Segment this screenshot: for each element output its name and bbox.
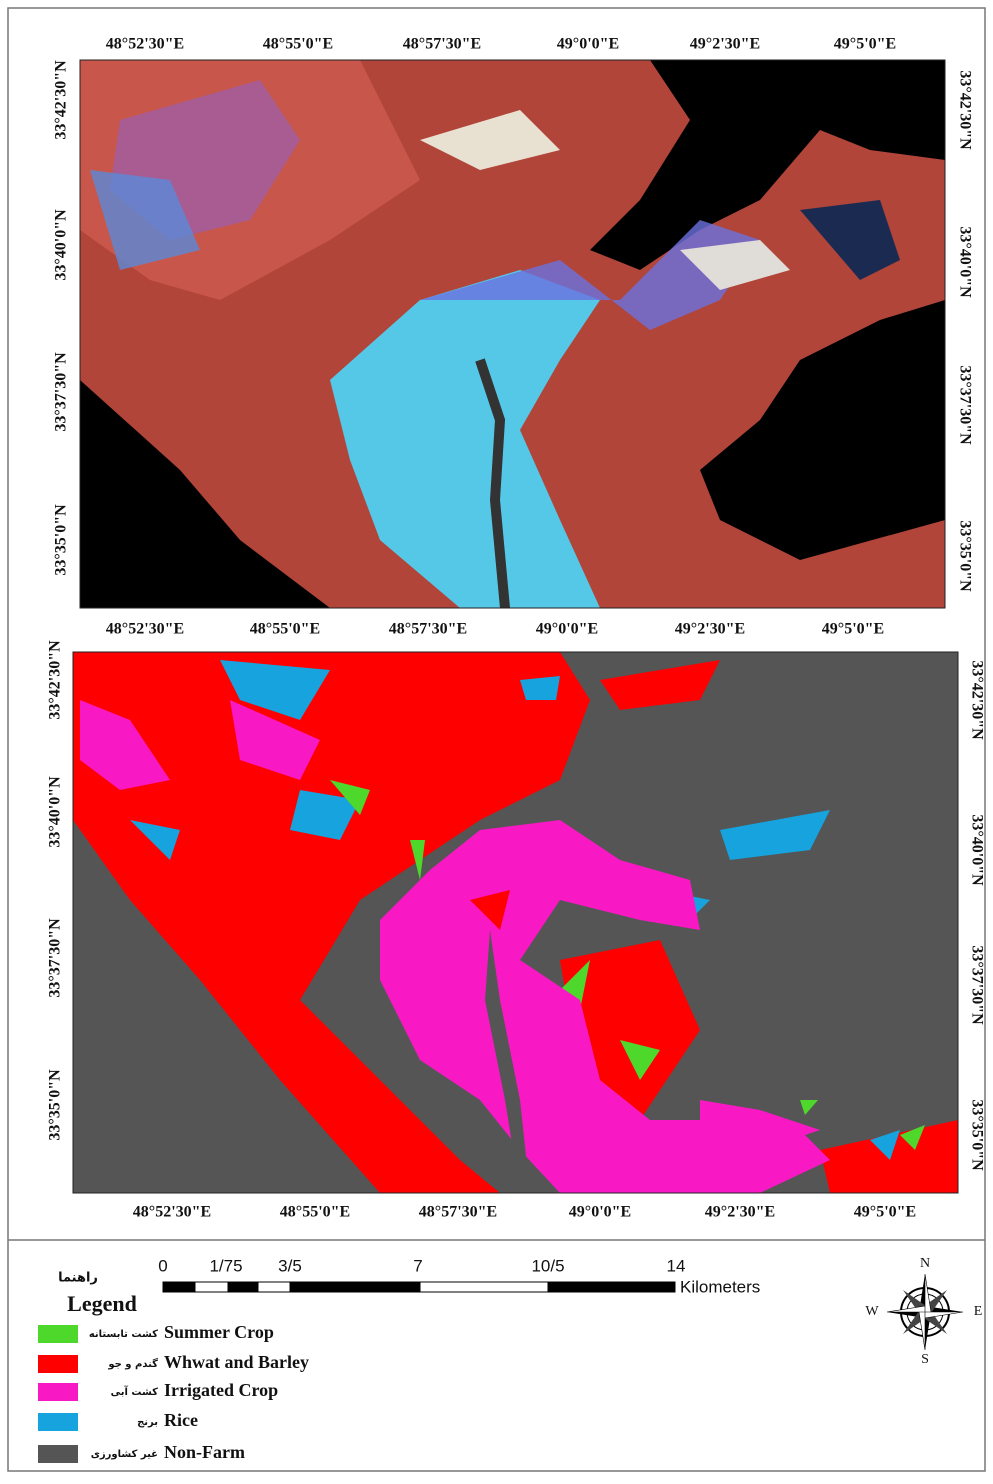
legend-swatch bbox=[38, 1413, 78, 1431]
legend-label-fa: گندم و جو bbox=[107, 1357, 158, 1370]
legend-swatch bbox=[38, 1383, 78, 1401]
longitude-label: 48°55'0"E bbox=[263, 36, 333, 53]
longitude-label: 49°5'0"E bbox=[854, 1204, 916, 1221]
legend-swatch bbox=[38, 1355, 78, 1373]
compass-rose bbox=[887, 1274, 963, 1350]
legend-label: Whwat and Barley bbox=[164, 1352, 309, 1372]
scale-unit: Kilometers bbox=[680, 1277, 760, 1296]
longitude-label: 49°0'0"E bbox=[557, 36, 619, 53]
scale-bar bbox=[163, 1282, 675, 1292]
compass-south: S bbox=[921, 1352, 929, 1367]
scale-tick-label: 3/5 bbox=[278, 1256, 302, 1275]
latitude-label: 33°37'30"N bbox=[956, 365, 973, 445]
legend-swatch bbox=[38, 1325, 78, 1343]
latitude-label: 33°37'30"N bbox=[968, 945, 985, 1025]
longitude-label: 49°5'0"E bbox=[822, 621, 884, 638]
longitude-label: 49°0'0"E bbox=[536, 621, 598, 638]
latitude-label: 33°40'0"N bbox=[47, 776, 64, 848]
latitude-label: 33°37'30"N bbox=[47, 918, 64, 998]
latitude-label: 33°42'30"N bbox=[47, 640, 64, 720]
latitude-label: 33°42'30"N bbox=[968, 660, 985, 740]
longitude-label: 48°55'0"E bbox=[280, 1204, 350, 1221]
scale-tick-label: 7 bbox=[413, 1256, 422, 1275]
longitude-label: 48°55'0"E bbox=[250, 621, 320, 638]
scale-tick-label: 1/75 bbox=[209, 1256, 242, 1275]
latitude-label: 33°42'30"N bbox=[956, 70, 973, 150]
longitude-label: 49°5'0"E bbox=[834, 36, 896, 53]
legend-title: Legend bbox=[67, 1291, 137, 1316]
longitude-label: 48°57'30"E bbox=[403, 36, 481, 53]
longitude-label: 48°57'30"E bbox=[389, 621, 467, 638]
latitude-label: 33°37'30"N bbox=[53, 352, 70, 432]
latitude-label: 33°35'0"N bbox=[53, 504, 70, 576]
scale-tick-label: 0 bbox=[158, 1256, 167, 1275]
latitude-label: 33°42'30"N bbox=[53, 60, 70, 140]
latitude-label: 33°40'0"N bbox=[53, 209, 70, 281]
compass-west: W bbox=[865, 1304, 879, 1319]
longitude-label: 49°2'30"E bbox=[690, 36, 760, 53]
scale-tick-label: 14 bbox=[667, 1256, 686, 1275]
latitude-label: 33°35'0"N bbox=[956, 520, 973, 592]
scale-tick-label: 10/5 bbox=[531, 1256, 564, 1275]
legend-label: Summer Crop bbox=[164, 1322, 274, 1342]
latitude-label: 33°40'0"N bbox=[968, 814, 985, 886]
legend-title-fa: راهنما bbox=[58, 1271, 98, 1286]
legend-label: Rice bbox=[164, 1410, 198, 1430]
legend-swatch bbox=[38, 1445, 78, 1463]
legend-label-fa: کشت آبی bbox=[111, 1385, 159, 1398]
page: 48°52'30"E 48°55'0"E 48°57'30"E 49°0'0"E 49°… bbox=[0, 0, 993, 1479]
latitude-label: 33°35'0"N bbox=[47, 1069, 64, 1141]
longitude-label: 48°52'30"E bbox=[106, 621, 184, 638]
legend-label-fa: کشت تابستانه bbox=[89, 1329, 158, 1340]
longitude-label: 48°52'30"E bbox=[106, 36, 184, 53]
legend-label-fa: غیر کشاورزی bbox=[91, 1449, 158, 1460]
legend-label: Non-Farm bbox=[164, 1442, 245, 1462]
longitude-label: 48°57'30"E bbox=[419, 1204, 497, 1221]
longitude-label: 48°52'30"E bbox=[133, 1204, 211, 1221]
latitude-label: 33°35'0"N bbox=[968, 1099, 985, 1171]
compass-north: N bbox=[920, 1256, 930, 1271]
legend-label-fa: برنج bbox=[137, 1417, 158, 1428]
compass-east: E bbox=[974, 1304, 983, 1319]
longitude-label: 49°0'0"E bbox=[569, 1204, 631, 1221]
legend-label: Irrigated Crop bbox=[164, 1380, 278, 1400]
satellite-image bbox=[80, 60, 945, 608]
classified-map bbox=[73, 652, 958, 1193]
longitude-label: 49°2'30"E bbox=[705, 1204, 775, 1221]
latitude-label: 33°40'0"N bbox=[956, 226, 973, 298]
longitude-label: 49°2'30"E bbox=[675, 621, 745, 638]
